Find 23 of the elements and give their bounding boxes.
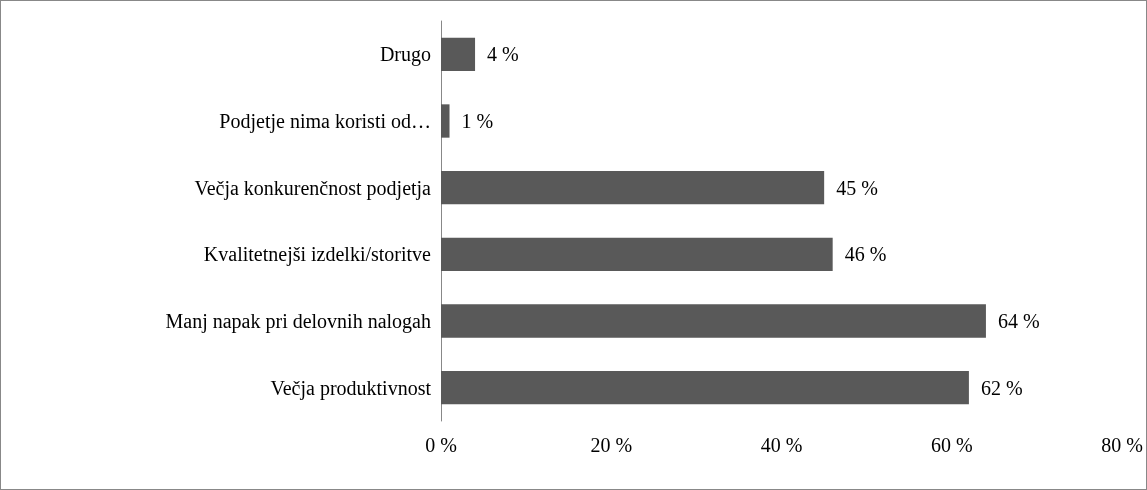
- y-tick-label: Drugo: [379, 43, 431, 67]
- bar: [441, 371, 969, 405]
- x-tick-label: 60 %: [931, 434, 973, 456]
- bar: [441, 171, 825, 205]
- data-label: 62 %: [980, 376, 1023, 399]
- data-label: 46 %: [844, 243, 887, 266]
- data-label: 64 %: [997, 310, 1040, 332]
- x-tick-label: 80 %: [1101, 434, 1144, 456]
- bar: [441, 304, 986, 338]
- y-tick-label: Večja konkurenčnost podjetja: [194, 176, 432, 200]
- x-tick-label: 20 %: [590, 434, 633, 456]
- bar: [441, 104, 450, 138]
- x-tick-label: 40 %: [760, 434, 803, 456]
- y-tick-label: Kvalitetnejši izdelki/storitve: [203, 243, 432, 267]
- data-label: 4 %: [487, 43, 519, 66]
- bar: [441, 37, 476, 71]
- x-tick-label: 0 %: [425, 434, 457, 456]
- data-label: 45 %: [836, 176, 878, 199]
- y-tick-label: Podjetje nima koristi od…: [219, 110, 431, 133]
- data-label: 1 %: [461, 110, 494, 132]
- y-tick-label: Večja produktivnost: [270, 376, 432, 400]
- y-tick-label: Manj napak pri delovnih nalogah: [165, 310, 431, 333]
- bar: [441, 237, 833, 271]
